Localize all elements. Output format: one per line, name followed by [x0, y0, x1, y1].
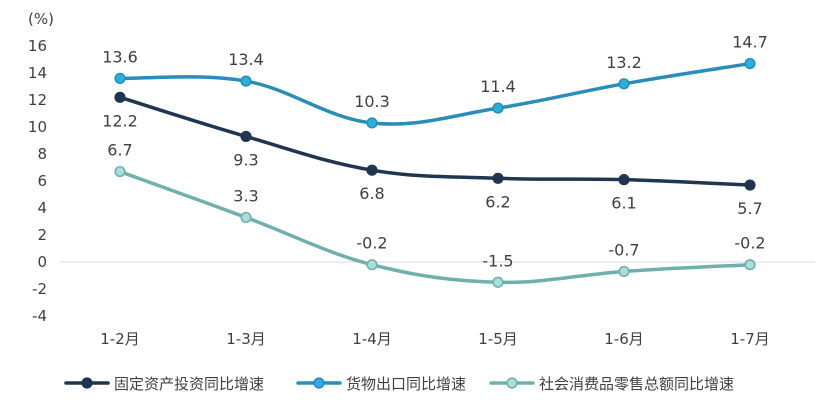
data-point [618, 265, 630, 278]
data-point [744, 259, 756, 271]
data-labels-layer: 12.2 9.3 6.8 6.2 6.1 5.7 13.6 13.4 10.3 11.4 13.2 1… [102, 33, 768, 271]
y-tick-label: -4 [32, 307, 47, 325]
data-label: 13.2 [606, 53, 642, 72]
legend-label: 社会消费品零售总额同比增速 [539, 375, 734, 393]
data-point [492, 102, 504, 114]
data-label: -0.2 [356, 234, 387, 253]
data-point [744, 57, 756, 70]
data-label: -0.7 [608, 240, 639, 259]
data-label: 3.3 [233, 186, 258, 205]
data-point [114, 91, 126, 103]
data-point [366, 117, 378, 129]
data-point [492, 276, 504, 288]
data-label: -0.2 [734, 234, 765, 253]
data-point [618, 174, 630, 186]
y-tick-label: 8 [37, 145, 47, 163]
data-label: 11.4 [480, 77, 516, 96]
y-tick-label: 12 [28, 91, 47, 109]
data-point [240, 211, 252, 224]
data-label: 6.8 [359, 184, 384, 203]
y-tick-label: -2 [32, 280, 47, 298]
legend-marker [506, 377, 518, 389]
data-point [240, 130, 252, 143]
y-tick-label: 4 [37, 199, 47, 217]
data-label: 9.3 [233, 150, 258, 169]
data-label: 10.3 [354, 92, 390, 111]
x-axis: 1-2月 1-3月 1-4月 1-5月 1-6月 1-7月 [60, 261, 815, 348]
series-line [118, 95, 752, 187]
data-point [492, 172, 504, 184]
y-axis-unit-label: (%) [28, 10, 54, 28]
y-axis: -4 -2 0 2 4 6 8 10 12 14 16 [28, 37, 47, 325]
data-label: 12.2 [102, 111, 138, 130]
data-label: 6.2 [485, 192, 510, 211]
legend: 固定资产投资同比增速 货物出口同比增速 社会消费品零售总额同比增速 [64, 375, 734, 393]
y-tick-label: 10 [28, 118, 47, 136]
legend-marker [313, 377, 325, 389]
data-label: 6.1 [611, 194, 636, 213]
data-point [114, 165, 126, 178]
data-point [114, 72, 126, 84]
y-tick-label: 2 [37, 226, 47, 244]
data-point [618, 78, 630, 90]
data-point [744, 179, 756, 191]
x-tick-label: 1-6月 [604, 330, 644, 348]
data-label: 14.7 [732, 33, 768, 52]
series-line [118, 61, 752, 126]
data-label: -1.5 [482, 251, 513, 270]
y-tick-label: 0 [37, 253, 47, 271]
series-layer [114, 57, 756, 288]
data-label: 5.7 [737, 199, 762, 218]
data-label: 13.6 [102, 47, 138, 66]
x-tick-label: 1-7月 [730, 330, 770, 348]
data-label: 13.4 [228, 50, 264, 69]
data-point [366, 259, 378, 271]
series-line [118, 169, 752, 285]
legend-marker [81, 377, 93, 389]
data-point [240, 75, 252, 87]
y-tick-label: 16 [28, 37, 47, 55]
x-tick-label: 1-2月 [100, 330, 140, 348]
x-tick-label: 1-4月 [352, 330, 392, 348]
y-tick-label: 14 [28, 64, 47, 82]
legend-label: 固定资产投资同比增速 [114, 375, 264, 393]
data-point [366, 164, 378, 176]
data-label: 6.7 [107, 141, 132, 160]
x-tick-label: 1-3月 [226, 330, 266, 348]
y-tick-label: 6 [37, 172, 47, 190]
x-tick-label: 1-5月 [478, 330, 518, 348]
legend-label: 货物出口同比增速 [346, 375, 466, 393]
